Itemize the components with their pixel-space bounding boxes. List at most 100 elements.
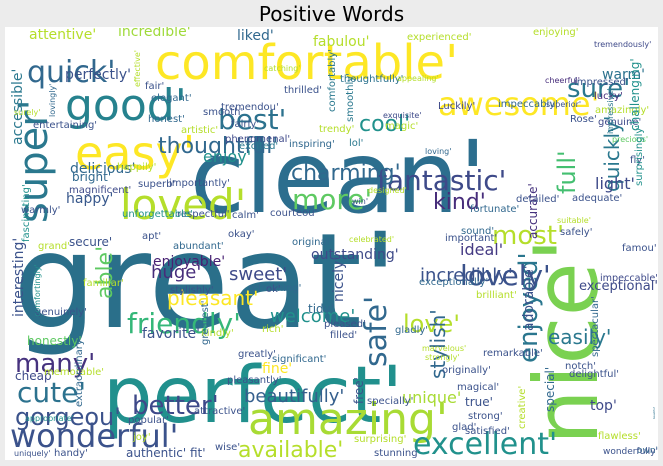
word-trendy: trendy' bbox=[319, 124, 354, 135]
word-own: own' bbox=[637, 446, 658, 456]
word-fantastic: fantastic' bbox=[377, 164, 506, 197]
word-adequate: adequate' bbox=[572, 193, 622, 204]
word-quickly: quickly' bbox=[600, 116, 624, 192]
word-smoothly: smoothly' bbox=[345, 73, 356, 122]
word-pleasant: pleasant' bbox=[167, 286, 259, 310]
word-amazingly: amazingly' bbox=[595, 105, 649, 116]
word-creative: creative' bbox=[517, 386, 528, 429]
word-genuine: genuine' bbox=[598, 117, 641, 128]
word-enjoy: enjoy' bbox=[203, 147, 251, 166]
word-filled: filled' bbox=[330, 330, 357, 341]
word-safely: safely' bbox=[560, 227, 592, 238]
word-fit: fit' bbox=[190, 446, 206, 460]
word-artistic: artistic' bbox=[181, 125, 218, 136]
word-strongly: strongly' bbox=[425, 353, 460, 362]
word-gorgeou: gorgeou' bbox=[15, 403, 121, 431]
word-tidy: tidy' bbox=[308, 302, 334, 316]
word-challenging: challenging' bbox=[628, 58, 642, 131]
word-pleasantly: pleasantly' bbox=[227, 375, 281, 386]
word-fly: fly' bbox=[630, 155, 645, 166]
word-satisfied: satisfied' bbox=[465, 426, 510, 437]
word-warmly: warmly' bbox=[21, 205, 60, 216]
word-fascinating: fascinating' bbox=[21, 184, 32, 242]
word-fortunate: fortunate' bbox=[470, 204, 519, 215]
word-cute: cute' bbox=[17, 376, 86, 409]
word-greatest: greatest' bbox=[200, 301, 211, 345]
word-amazing: amazing' bbox=[248, 394, 448, 445]
word-happily: happily' bbox=[117, 162, 156, 173]
word-comfortably: comfortably' bbox=[327, 49, 338, 112]
word-original: original' bbox=[292, 237, 332, 248]
word-able: able' bbox=[93, 246, 118, 299]
word-fabulou: fabulou' bbox=[313, 34, 369, 50]
word-apt: apt' bbox=[142, 231, 161, 242]
word-genuinely: genuinely' bbox=[35, 307, 87, 318]
word-significant: significant' bbox=[272, 354, 326, 365]
word-rose: Rose' bbox=[570, 114, 597, 125]
word-wonderful: wonderful' bbox=[10, 417, 178, 455]
word-appealing: appealing' bbox=[397, 74, 439, 83]
word-courteou: courteou' bbox=[270, 208, 317, 219]
word-adorable: adorable' bbox=[521, 265, 537, 331]
word-enjoyed: enjoyed' bbox=[514, 252, 544, 363]
word-full: full' bbox=[553, 150, 581, 194]
word-more: more' bbox=[292, 183, 372, 216]
word-outstanding: outstanding' bbox=[311, 247, 399, 263]
word-precious: precious' bbox=[612, 135, 648, 144]
word-delightful: delightful' bbox=[569, 369, 619, 380]
word-fair: fair' bbox=[145, 81, 164, 92]
word-unique: unique' bbox=[402, 388, 461, 407]
word-attractive: attractive' bbox=[194, 406, 245, 417]
word-tremendou: tremendou' bbox=[221, 102, 279, 113]
word-extraordinary: extraordinary' bbox=[74, 337, 85, 407]
word-win: win' bbox=[352, 197, 368, 206]
word-great: great' bbox=[13, 205, 398, 359]
word-gladly: gladly' bbox=[395, 325, 428, 336]
word-light: light' bbox=[595, 174, 635, 193]
figure-title: Positive Words bbox=[258, 2, 405, 26]
word-lucky: lucky' bbox=[594, 91, 623, 102]
word-cool: cool' bbox=[359, 112, 410, 137]
word-impeccable: impeccable' bbox=[600, 273, 658, 284]
word-grand: grand' bbox=[38, 241, 70, 252]
word-experienced: experienced' bbox=[407, 32, 472, 43]
word-special: special' bbox=[543, 367, 557, 412]
word-inspiring: inspiring' bbox=[289, 139, 335, 150]
word-friendly: friendly' bbox=[127, 307, 241, 340]
word-okay: okay' bbox=[228, 229, 255, 240]
word-abundant: abundant' bbox=[173, 241, 224, 252]
word-honest: honest' bbox=[148, 114, 185, 125]
word-stylishly: stylishly' bbox=[170, 285, 214, 296]
word-enjoyable: enjoyable' bbox=[153, 254, 225, 270]
word-happy: happy' bbox=[66, 191, 113, 207]
word-wise: wise' bbox=[215, 442, 240, 453]
word-safe: safe' bbox=[359, 296, 394, 367]
word-surprisingly: surprisingly' bbox=[634, 125, 645, 186]
word-most: most' bbox=[492, 221, 564, 251]
word-refreshing: refreshing' bbox=[248, 283, 301, 294]
word-welcome: welcome' bbox=[270, 306, 355, 327]
word-smooth: smooth' bbox=[203, 107, 243, 118]
word-cheerful: cheerful' bbox=[545, 76, 580, 85]
word-super: super' bbox=[11, 99, 57, 223]
word-memorable: memorable' bbox=[44, 367, 104, 378]
word-fine: fine' bbox=[262, 361, 292, 377]
word-celebrated: celebrated' bbox=[349, 235, 394, 244]
word-beautifully: beautifully' bbox=[244, 386, 344, 407]
word-unforgettable: unforgettable' bbox=[122, 209, 193, 220]
word-warm: warm' bbox=[602, 67, 645, 83]
word-appropriate: appropriate' bbox=[25, 414, 74, 423]
word-authentic: authentic' bbox=[126, 446, 186, 460]
word-honestly: honestly' bbox=[27, 334, 82, 348]
word-huge: huge' bbox=[151, 262, 201, 283]
word-familiar: familiar' bbox=[83, 278, 124, 289]
word-spectacular: spectacular' bbox=[590, 296, 601, 357]
word-stunning: stunning' bbox=[374, 448, 420, 459]
word-joy: joy' bbox=[132, 432, 151, 443]
word-incredibly: incredibly' bbox=[420, 265, 513, 286]
word-interesting: interesting' bbox=[11, 238, 27, 317]
word-marvelous: marvelous' bbox=[422, 344, 466, 353]
word-magical: magical' bbox=[457, 382, 499, 393]
word-elegant: elegant' bbox=[151, 93, 192, 104]
word-better: better' bbox=[132, 391, 219, 421]
